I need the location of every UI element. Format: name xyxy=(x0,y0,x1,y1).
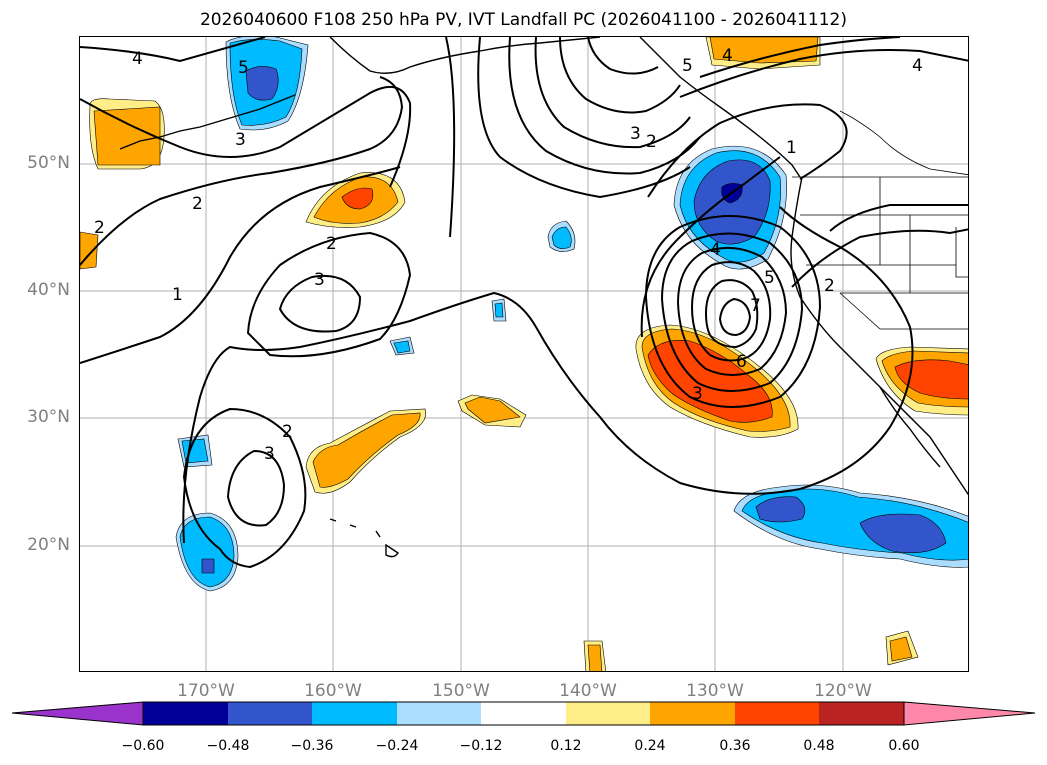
pv-contour-north-ridge-a xyxy=(445,37,456,238)
pv-contour-west-3 xyxy=(80,85,412,188)
colorbar-segment-1 xyxy=(143,702,228,725)
colorbar-label-1: −0.60 xyxy=(121,738,165,754)
pv-label-nw-2a: 2 xyxy=(192,194,203,214)
pv-contour-central-2 xyxy=(246,231,412,358)
aleutian-chain xyxy=(119,94,296,150)
pv-contour-ne-b xyxy=(679,49,968,98)
pv-label-ne-4b: 4 xyxy=(912,56,923,76)
pv-contour-sw-big-2 xyxy=(182,206,914,544)
pv-contour-labels: 4 5 3 2 2 1 2 3 2 3 3 2 5 4 4 1 4 5 7 6 … xyxy=(94,46,923,464)
hawaii-islands xyxy=(329,518,399,558)
pv-contour-east-ring-2 xyxy=(660,232,804,392)
ivt-shading-positive xyxy=(80,37,968,671)
pv-contour-ne-c xyxy=(699,37,901,78)
pv-label-north-5: 5 xyxy=(682,56,693,76)
colorbar-label-4: −0.24 xyxy=(375,738,419,754)
colorbar-segment-3 xyxy=(312,702,397,725)
pv-label-coast-2: 2 xyxy=(824,276,835,296)
bc-coast xyxy=(639,37,801,178)
pv-contour-north-ridge-e xyxy=(559,37,681,114)
map-panel: 4 5 3 2 2 1 2 3 2 3 3 2 5 4 4 1 4 5 7 6 … xyxy=(79,36,969,672)
colorbar xyxy=(11,701,1036,726)
colorbar-segment-4 xyxy=(397,702,481,725)
lon-label-170w: 170°W xyxy=(177,681,235,701)
colorbar-segment-8 xyxy=(735,702,819,725)
colorbar-segment-9 xyxy=(819,702,904,725)
pv-label-ne-1: 1 xyxy=(786,138,797,158)
pv-label-nw-3: 3 xyxy=(235,130,246,150)
map-title: 2026040600 F108 250 hPa PV, IVT Landfall… xyxy=(199,10,847,30)
pv-label-sw-3: 3 xyxy=(264,444,275,464)
pv-label-east-7: 7 xyxy=(750,296,761,316)
pv-contour-west-4 xyxy=(80,37,266,63)
pv-contour-north-ridge-b xyxy=(477,37,691,199)
colorbar-extend-low xyxy=(11,701,144,726)
colorbar-segment-5 xyxy=(481,702,566,725)
colorbar-segment-6 xyxy=(566,702,650,725)
lon-label-150w: 150°W xyxy=(432,681,490,701)
pv-label-east-4: 4 xyxy=(710,240,721,260)
pv-label-east-5: 5 xyxy=(764,268,775,288)
colorbar-label-5: −0.12 xyxy=(459,738,503,754)
pv-contour-east-ring-4 xyxy=(690,261,772,362)
colorbar-label-2: −0.48 xyxy=(206,738,250,754)
pv-label-north-3: 3 xyxy=(630,124,641,144)
pv-contour-east-outer xyxy=(640,156,781,338)
pv-label-west-1: 1 xyxy=(172,285,183,305)
colorbar-label-7: 0.24 xyxy=(634,738,666,754)
pv-contour-east-ring-5 xyxy=(704,279,759,349)
lon-label-140w: 140°W xyxy=(559,681,617,701)
pv-contour-coast-2 xyxy=(791,228,968,288)
pv-contour-north-ridge-d xyxy=(534,37,691,149)
lat-label-40n: 40°N xyxy=(27,280,70,300)
pv-contour-north-ridge-f xyxy=(587,37,659,75)
pv-label-center-2: 2 xyxy=(326,234,337,254)
colorbar-label-6: 0.12 xyxy=(550,738,582,754)
pv-label-east-6: 6 xyxy=(736,352,747,372)
pv-label-east-3: 3 xyxy=(692,384,703,404)
pv-label-sw-2: 2 xyxy=(282,422,293,442)
colorbar-segment-7 xyxy=(650,702,735,725)
colorbar-extend-high xyxy=(903,701,1036,726)
pv-contour-central-3 xyxy=(278,275,362,333)
pv-contour-west-1 xyxy=(80,166,401,364)
pv-contour-coast xyxy=(829,204,968,232)
pv-label-nw-5: 5 xyxy=(238,58,249,78)
pv-label-ne-4a: 4 xyxy=(722,46,733,66)
pv-contour-sw-2 xyxy=(182,407,307,569)
political-borders xyxy=(792,110,968,330)
lon-label-160w: 160°W xyxy=(304,681,362,701)
lon-label-130w: 130°W xyxy=(686,681,744,701)
pv-contour-west-2 xyxy=(80,76,404,266)
lat-label-30n: 30°N xyxy=(27,407,70,427)
lon-label-120w: 120°W xyxy=(814,681,872,701)
baja-peninsula xyxy=(879,386,941,468)
pv-label-center-3: 3 xyxy=(314,270,325,290)
pv-contours xyxy=(80,37,968,569)
ivt-shading-negative xyxy=(175,37,968,592)
pv-contour-ne-a xyxy=(647,103,848,198)
colorbar-label-9: 0.48 xyxy=(803,738,835,754)
colorbar-label-10: 0.60 xyxy=(888,738,920,754)
colorbar-label-8: 0.36 xyxy=(719,738,751,754)
pv-contour-east-ring-3 xyxy=(676,246,788,376)
pv-label-north-2: 2 xyxy=(646,132,657,152)
lat-label-50n: 50°N xyxy=(27,153,70,173)
pv-contour-sw-3 xyxy=(226,449,286,527)
pv-contour-north-ridge-c xyxy=(508,37,701,175)
pv-contour-east-ring-1 xyxy=(644,215,822,408)
pv-contour-east-ring-6 xyxy=(718,297,752,337)
lat-label-20n: 20°N xyxy=(27,535,70,555)
pv-label-nw-2b: 2 xyxy=(94,218,105,238)
colorbar-label-3: −0.36 xyxy=(290,738,334,754)
pv-label-nw-4: 4 xyxy=(132,49,143,69)
colorbar-segment-2 xyxy=(228,702,312,725)
alaska-coast xyxy=(329,37,601,74)
